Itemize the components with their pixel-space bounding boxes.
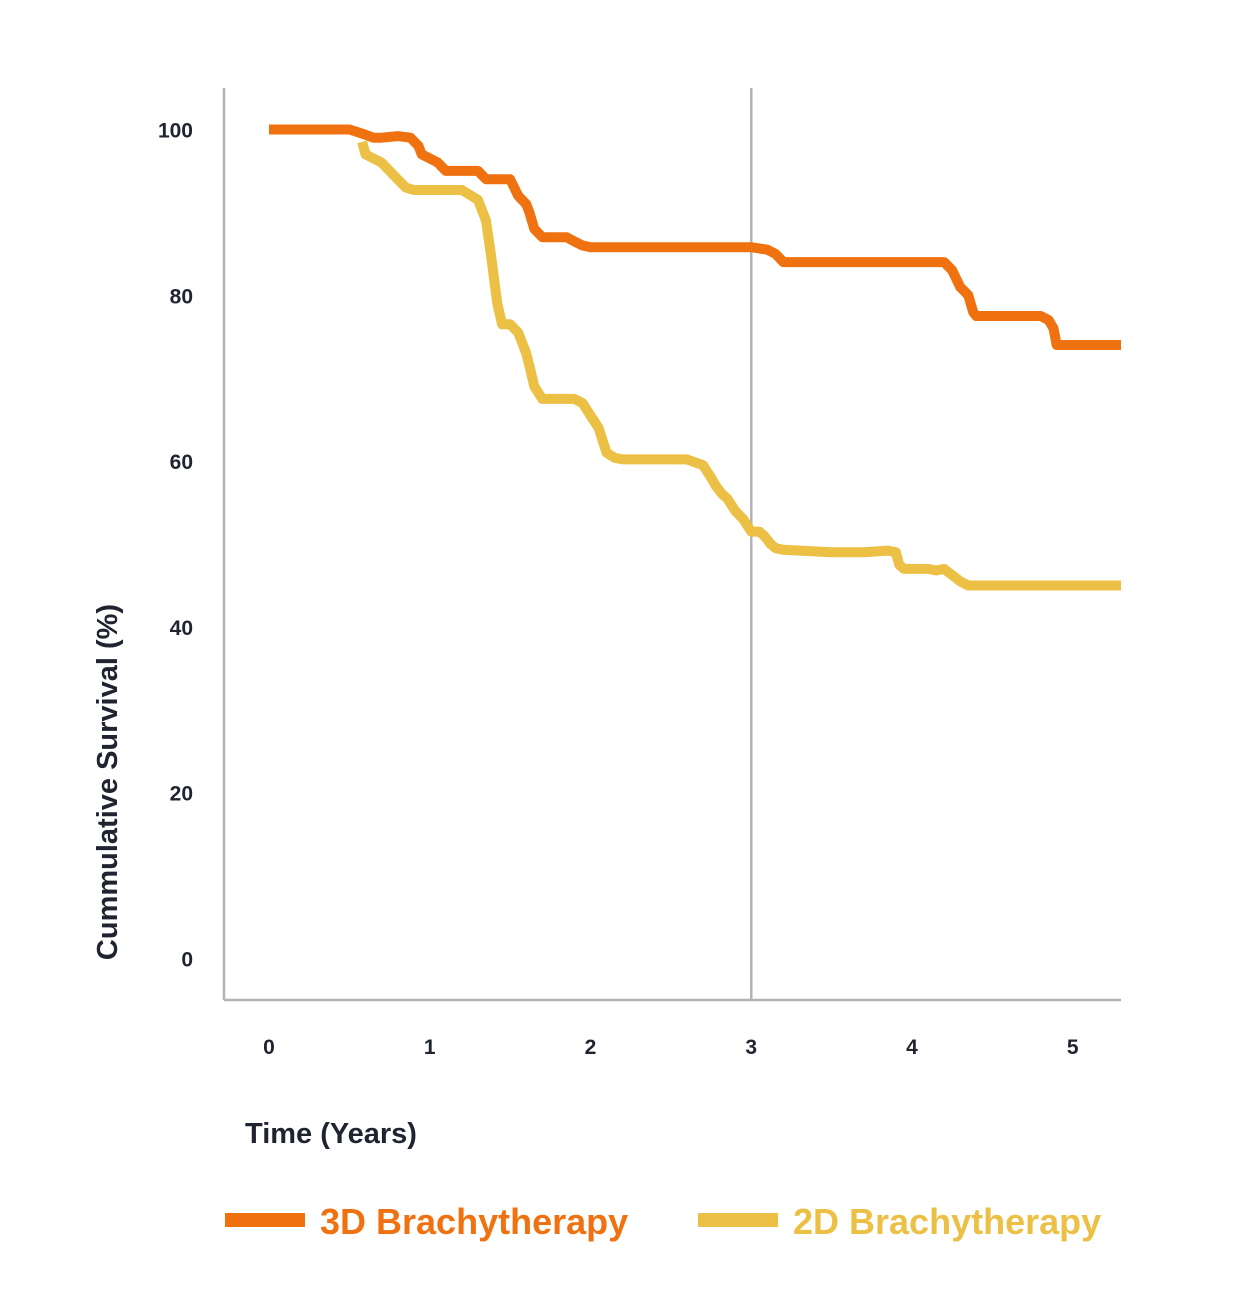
series-line-2d-brachytherapy xyxy=(357,140,1121,591)
y-tick-label: 80 xyxy=(170,285,193,308)
x-tick-label: 2 xyxy=(585,1036,597,1059)
y-tick-label: 60 xyxy=(170,451,193,474)
series-lines xyxy=(269,124,1121,591)
legend-swatch-2d-brachytherapy xyxy=(698,1213,778,1227)
y-tick-label: 0 xyxy=(181,949,193,972)
x-tick-label: 0 xyxy=(263,1036,275,1059)
y-tick-label: 20 xyxy=(170,783,193,806)
x-tick-label: 1 xyxy=(424,1036,436,1059)
legend: 3D Brachytherapy 2D Brachytherapy xyxy=(225,1201,1101,1242)
x-tick-label: 3 xyxy=(745,1036,757,1059)
x-axis-title: Time (Years) xyxy=(245,1118,417,1150)
legend-label-2d-brachytherapy: 2D Brachytherapy xyxy=(793,1201,1101,1242)
y-tick-label: 40 xyxy=(170,617,193,640)
x-tick-labels: 0 1 2 3 4 5 xyxy=(263,1036,1079,1059)
x-tick-label: 5 xyxy=(1067,1036,1079,1059)
y-tick-label: 100 xyxy=(158,119,193,142)
series-line-3d-brachytherapy xyxy=(269,124,1121,350)
x-tick-label: 4 xyxy=(906,1036,918,1059)
legend-label-3d-brachytherapy: 3D Brachytherapy xyxy=(320,1201,628,1242)
y-axis-title: Cummulative Survival (%) xyxy=(92,604,124,960)
legend-swatch-3d-brachytherapy xyxy=(225,1213,305,1227)
axes xyxy=(222,88,1121,1002)
y-tick-labels: 100 80 60 40 20 0 xyxy=(158,119,193,971)
